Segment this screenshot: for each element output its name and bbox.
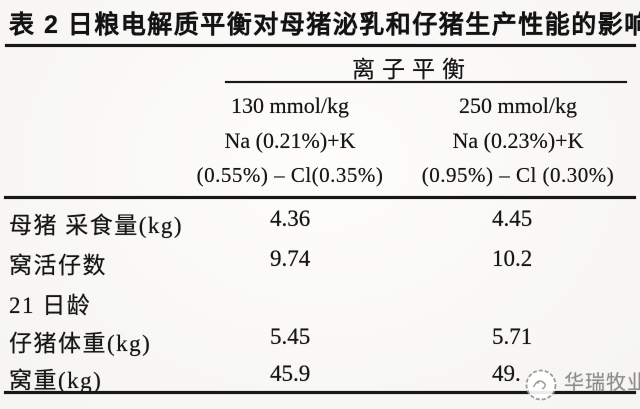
row-label: 母猪 采食量(kg) xyxy=(9,213,184,238)
column1-na-k: Na (0.21%)+K xyxy=(224,128,356,153)
row-value-col2: 10.2 xyxy=(492,246,533,271)
row-value-col2: 49. xyxy=(492,361,521,386)
row-value-col1: 4.36 xyxy=(270,206,311,231)
column-header-130mmol: 130 mmol/kg Na (0.21%)+K (0.55%) – Cl(0.… xyxy=(150,88,430,193)
column1-amount: 130 mmol/kg xyxy=(231,93,349,118)
column-header-250mmol: 250 mmol/kg Na (0.23%)+K (0.95%) – Cl (0… xyxy=(378,88,640,193)
row-value-col1: 5.45 xyxy=(270,324,311,349)
row-label: 窝重(kg) xyxy=(9,368,103,393)
table-row: 仔猪体重(kg) 5.45 5.71 xyxy=(0,324,640,358)
table-row: 21 日龄 xyxy=(0,286,640,320)
column2-amount: 250 mmol/kg xyxy=(459,93,577,118)
header-divider-rule xyxy=(4,196,636,199)
row-value-col2: 4.45 xyxy=(492,206,533,231)
row-label: 窝活仔数 xyxy=(9,253,107,278)
table-title: 表 2 日粮电解质平衡对母猪泌乳和仔猪生产性能的影响 xyxy=(9,11,640,39)
bottom-border-rule xyxy=(4,391,636,394)
column2-cl: (0.95%) – Cl (0.30%) xyxy=(421,163,615,187)
group-header-underline-rule xyxy=(225,81,627,83)
column1-cl: (0.55%) – Cl(0.35%) xyxy=(196,163,384,187)
row-value-col2: 5.71 xyxy=(492,324,533,349)
watermark: 华瑞牧业 xyxy=(524,364,640,404)
title-divider-rule xyxy=(5,44,636,47)
row-label: 21 日龄 xyxy=(9,293,92,318)
row-value-col1: 9.74 xyxy=(270,246,311,271)
table-row: 窝活仔数 9.74 10.2 xyxy=(0,246,640,280)
row-label: 仔猪体重(kg) xyxy=(9,331,152,356)
row-value-col1: 45.9 xyxy=(270,361,311,386)
column2-na-k: Na (0.23%)+K xyxy=(452,128,584,153)
table-row: 母猪 采食量(kg) 4.36 4.45 xyxy=(0,206,640,240)
group-header-ion-balance: 离子平衡 xyxy=(352,57,472,82)
huarui-brand-logo-icon xyxy=(525,369,557,401)
table-row: 窝重(kg) 45.9 49. xyxy=(0,361,640,395)
watermark-text: 华瑞牧业 xyxy=(564,372,640,394)
